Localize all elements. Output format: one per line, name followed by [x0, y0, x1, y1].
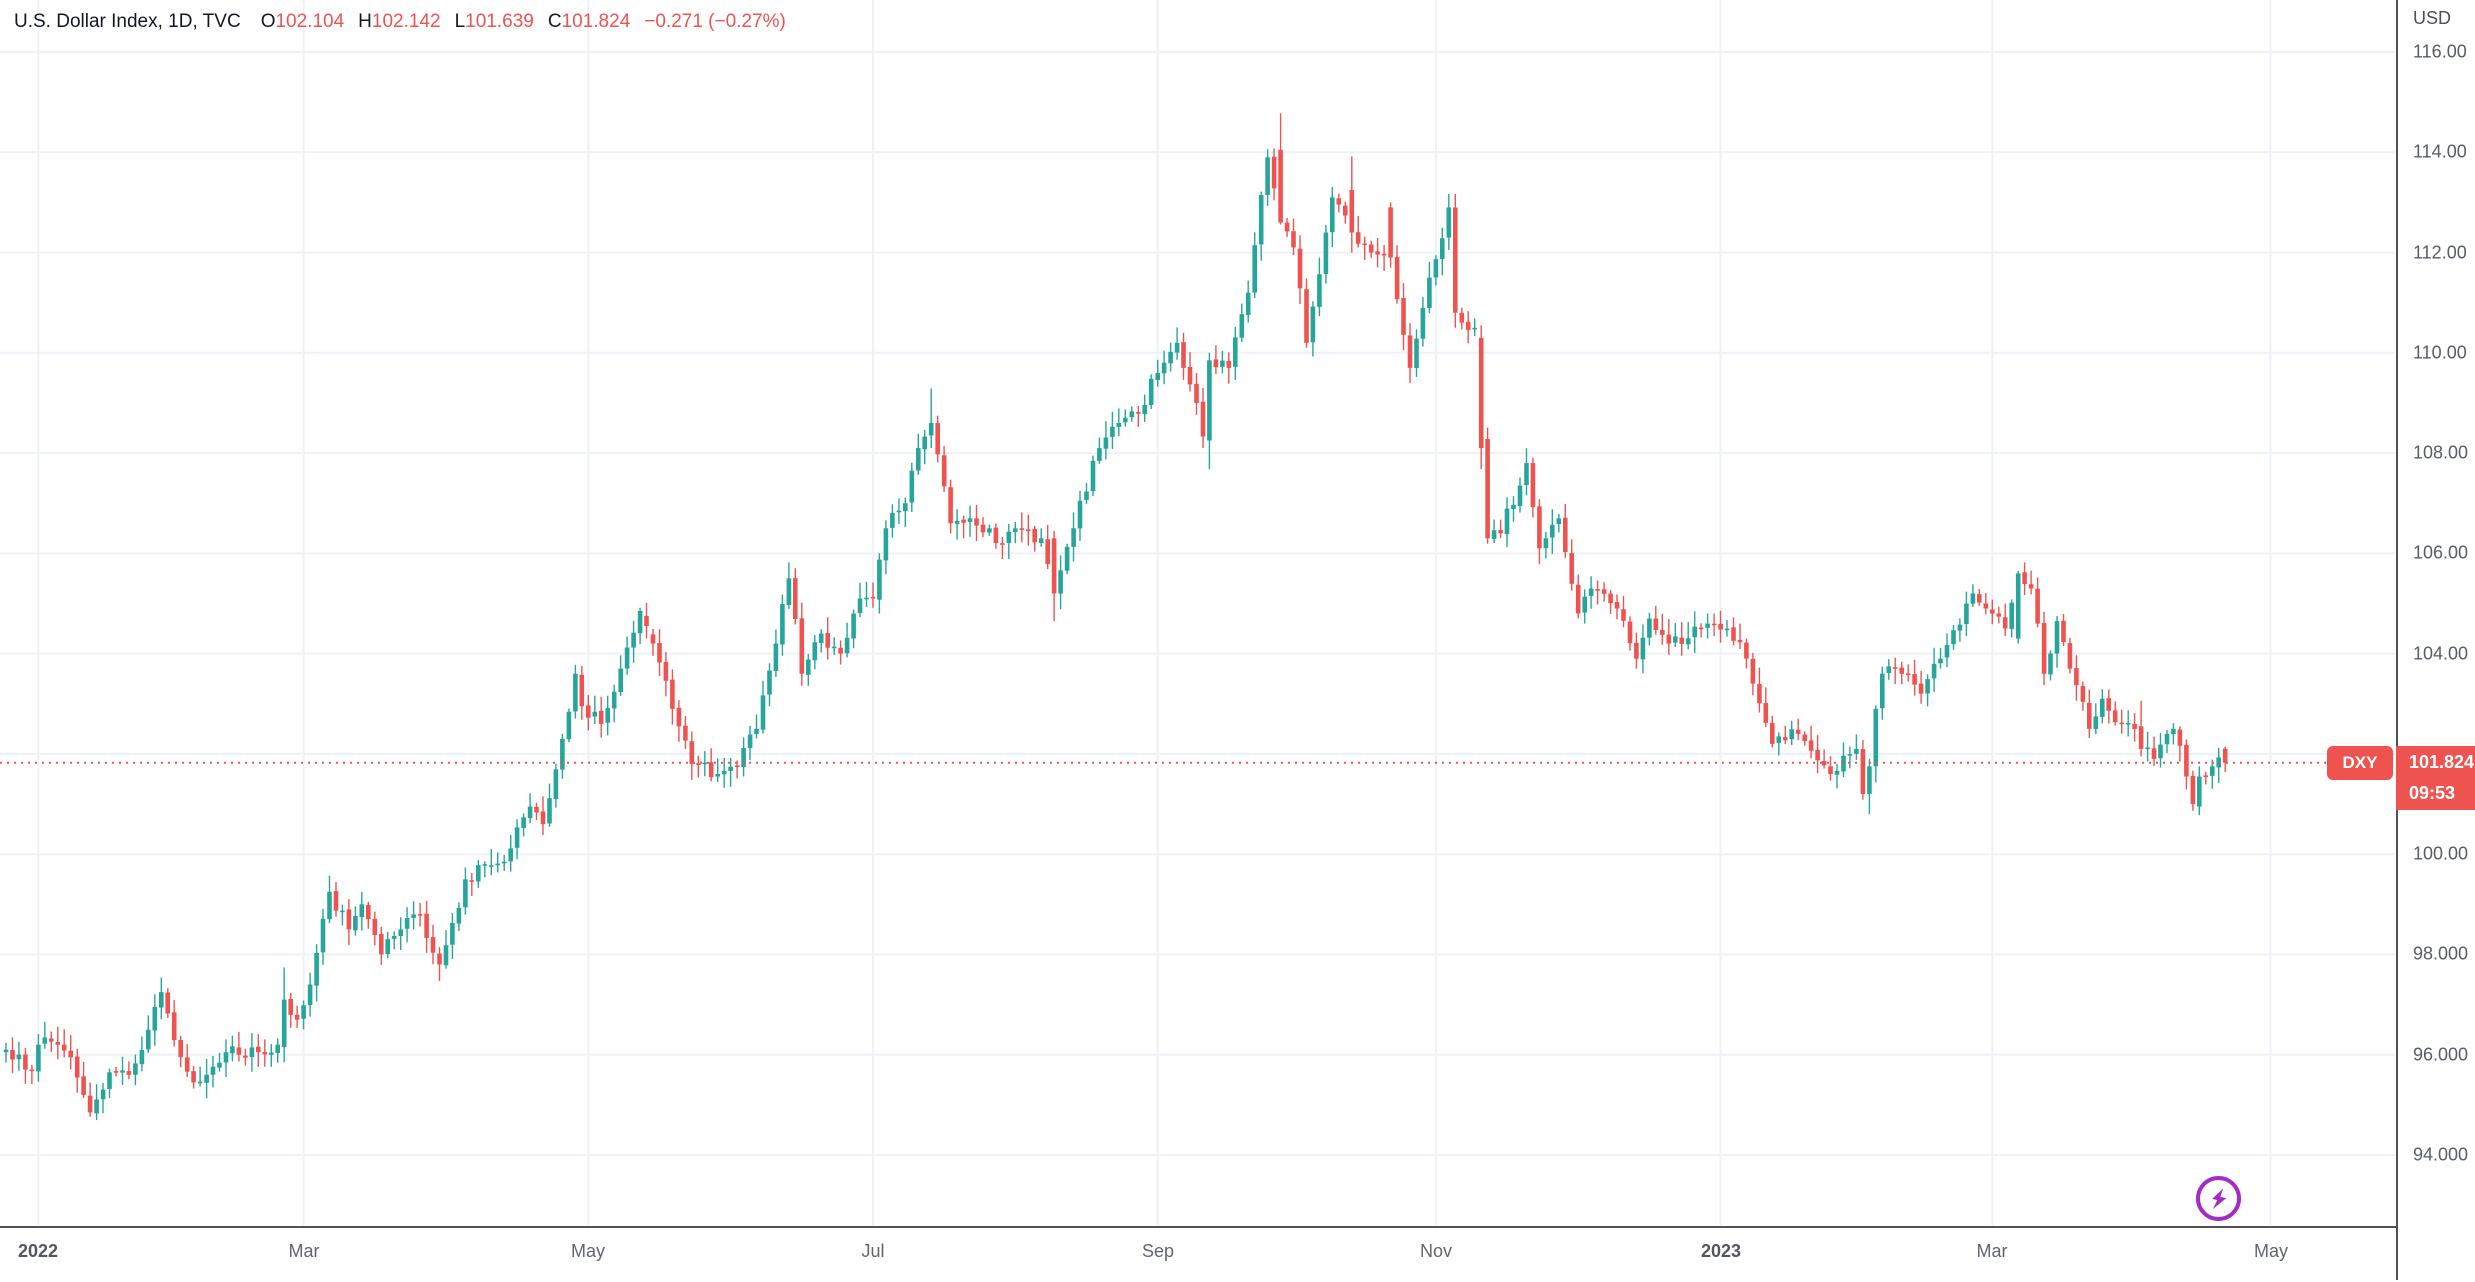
last-price-label: 101.824 09:53	[2396, 746, 2475, 810]
price-line-symbol-badge: DXY	[2327, 746, 2393, 780]
time-axis[interactable]: 2022 Mar May Jul Sep Nov 2023 Mar May	[0, 1226, 2475, 1282]
price-tick-label: 110.00	[2413, 342, 2467, 363]
ohlc-item: O102.104	[260, 11, 345, 32]
price-tick-label: 112.00	[2413, 242, 2467, 263]
lightning-button[interactable]	[2196, 1176, 2241, 1221]
time-tick-label: Nov	[1419, 1241, 1453, 1261]
price-tick-label: 116.00	[2413, 41, 2467, 62]
time-tick-label: Jul	[861, 1241, 885, 1261]
ohlc-values: O102.104 H102.142 L101.639 C101.824	[247, 11, 631, 32]
price-axis[interactable]: USD 116.00 114.00 112.00 110.00 108.00 106.00…	[2396, 0, 2475, 1280]
lightning-icon	[2211, 1187, 2226, 1209]
price-tick-label: 104.00	[2413, 643, 2469, 664]
price-tick-label: 106.00	[2413, 542, 2469, 563]
price-tick-label: 94.000	[2413, 1144, 2469, 1165]
time-tick-label: Sep	[1141, 1241, 1175, 1261]
last-price-value: 101.824	[2409, 752, 2475, 772]
price-tick-label: 114.00	[2413, 141, 2467, 162]
ohlc-item: H102.142	[358, 11, 441, 32]
time-tick-label: May	[2253, 1241, 2289, 1261]
price-tick-label: 98.000	[2413, 943, 2469, 964]
symbol-header: U.S. Dollar Index, 1D, TVC O102.104 H102.1…	[14, 10, 786, 34]
candles	[3, 113, 2228, 1121]
bar-countdown: 09:53	[2409, 783, 2456, 803]
time-tick-label: May	[570, 1241, 606, 1261]
symbol-title: U.S. Dollar Index, 1D, TVC	[14, 11, 241, 32]
chart-pane[interactable]: U.S. Dollar Index, 1D, TVC O102.104 H102.1…	[0, 0, 2396, 1226]
candlestick-chart	[0, 0, 2395, 1225]
time-tick-label: 2023	[1700, 1241, 1742, 1261]
currency-label: USD	[2413, 8, 2452, 28]
time-tick-label: Mar	[288, 1241, 320, 1261]
price-tick-label: 108.00	[2413, 442, 2469, 463]
price-tick-label: 100.00	[2413, 843, 2469, 864]
time-tick-label: Mar	[1976, 1241, 2008, 1261]
time-tick-label: 2022	[17, 1241, 59, 1261]
ohlc-item: L101.639	[454, 11, 534, 32]
price-tick-label: 96.000	[2413, 1044, 2469, 1065]
price-change: −0.271 (−0.27%)	[644, 11, 786, 32]
ohlc-item: C101.824	[547, 11, 631, 32]
